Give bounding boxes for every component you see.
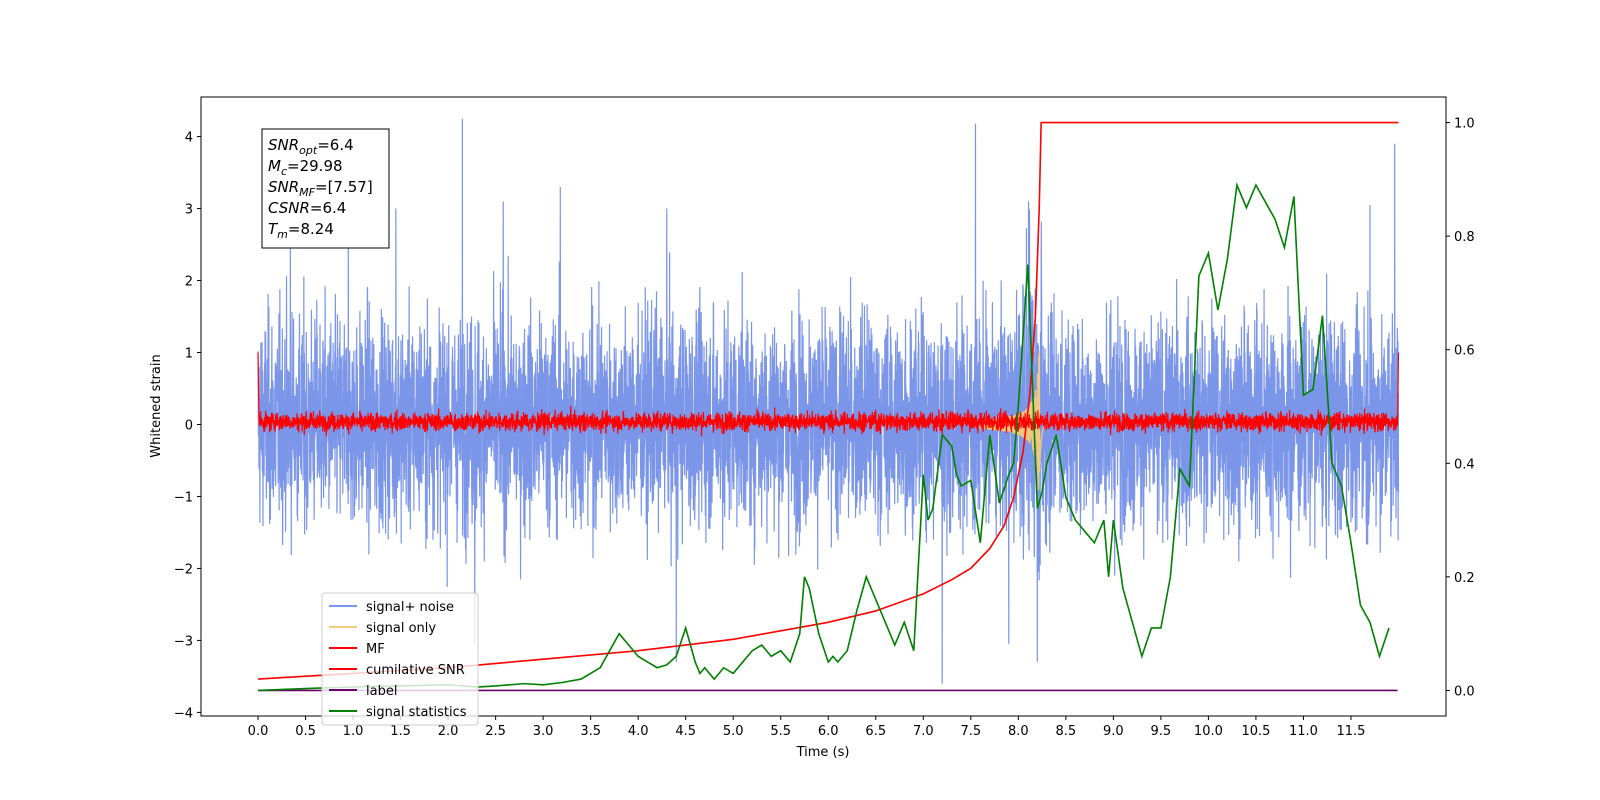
y-tick-label: −1 xyxy=(174,490,193,505)
y-axis-right: 0.0 0.2 0.4 0.6 0.8 1.0 xyxy=(1446,117,1475,699)
x-tick-label: 4.0 xyxy=(628,724,649,739)
y-tick-label: −3 xyxy=(174,634,193,649)
x-tick-label: 3.5 xyxy=(580,724,601,739)
annotation-frame xyxy=(261,128,390,249)
x-axis-label: Time (s) xyxy=(796,745,850,760)
x-tick-label: 0.5 xyxy=(295,724,316,739)
legend-label: signal+ noise xyxy=(366,600,454,615)
y-tick-label: 4 xyxy=(185,131,193,146)
legend-label: signal statistics xyxy=(366,705,467,720)
y-tick-label: −4 xyxy=(174,706,193,721)
x-tick-label: 9.0 xyxy=(1103,724,1124,739)
x-tick-label: 0.0 xyxy=(248,724,269,739)
y2-tick-label: 0.6 xyxy=(1454,344,1475,359)
y-tick-label: 1 xyxy=(185,347,193,362)
annotation-line: SNRopt=6.4 xyxy=(268,136,354,157)
legend-label: label xyxy=(366,684,397,699)
legend-label: cumilative SNR xyxy=(366,663,465,678)
y2-tick-label: 1.0 xyxy=(1454,117,1475,132)
x-tick-label: 1.0 xyxy=(343,724,364,739)
y-axis-label: Whitened strain xyxy=(149,354,164,457)
x-tick-label: 5.5 xyxy=(770,724,791,739)
annotation-line: Mc=29.98 xyxy=(268,157,343,178)
x-tick-label: 7.0 xyxy=(913,724,934,739)
x-tick-label: 8.0 xyxy=(1008,724,1029,739)
x-tick-label: 1.5 xyxy=(390,724,411,739)
x-tick-label: 5.0 xyxy=(723,724,744,739)
plot-frame xyxy=(200,96,1447,717)
series-signal-statistics-line xyxy=(257,181,1390,692)
x-tick-label: 6.0 xyxy=(818,724,839,739)
annotation-line: Tm=8.24 xyxy=(268,220,334,241)
x-tick-label: 10.5 xyxy=(1241,724,1270,739)
y-axis-left: −4 −3 −2 −1 0 1 2 3 4 xyxy=(174,131,201,721)
legend-label: signal only xyxy=(366,621,436,636)
y2-tick-label: 0.4 xyxy=(1454,457,1475,472)
x-tick-label: 9.5 xyxy=(1151,724,1172,739)
legend-frame xyxy=(321,592,479,726)
y2-tick-label: 0.8 xyxy=(1454,230,1475,245)
x-tick-label: 4.5 xyxy=(675,724,696,739)
y2-tick-label: 0.2 xyxy=(1454,571,1475,586)
y2-tick-label: 0.0 xyxy=(1454,684,1475,699)
x-tick-label: 2.5 xyxy=(485,724,506,739)
y-tick-label: 2 xyxy=(185,275,193,290)
x-tick-label: 11.5 xyxy=(1336,724,1365,739)
series-mf-line xyxy=(257,352,1400,437)
annotation-line: SNRMF=[7.57] xyxy=(268,178,373,199)
y-tick-label: 3 xyxy=(185,203,193,218)
series-signal-noise-line xyxy=(257,118,1400,684)
series-cumulative-snr-line xyxy=(257,121,1399,680)
legend-label: MF xyxy=(366,642,385,657)
x-tick-label: 3.0 xyxy=(533,724,554,739)
x-tick-label: 11.0 xyxy=(1289,724,1318,739)
x-axis: 0.0 0.5 1.0 1.5 2.0 2.5 3.0 3.5 4.0 4.5 5.0 5.5 6.0 6… xyxy=(248,716,1365,739)
x-tick-label: 10.0 xyxy=(1194,724,1223,739)
y-tick-label: −2 xyxy=(174,562,193,577)
legend: signal+ noise signal only MF cumilative SNR… xyxy=(321,592,479,726)
x-tick-label: 6.5 xyxy=(865,724,886,739)
annotation-line: CSNR=6.4 xyxy=(268,199,346,217)
x-tick-label: 7.5 xyxy=(960,724,981,739)
x-tick-label: 2.0 xyxy=(438,724,459,739)
y-tick-label: 0 xyxy=(185,418,193,433)
legend-items: signal+ noise signal only MF cumilative SNR… xyxy=(329,600,467,720)
x-tick-label: 8.5 xyxy=(1056,724,1077,739)
